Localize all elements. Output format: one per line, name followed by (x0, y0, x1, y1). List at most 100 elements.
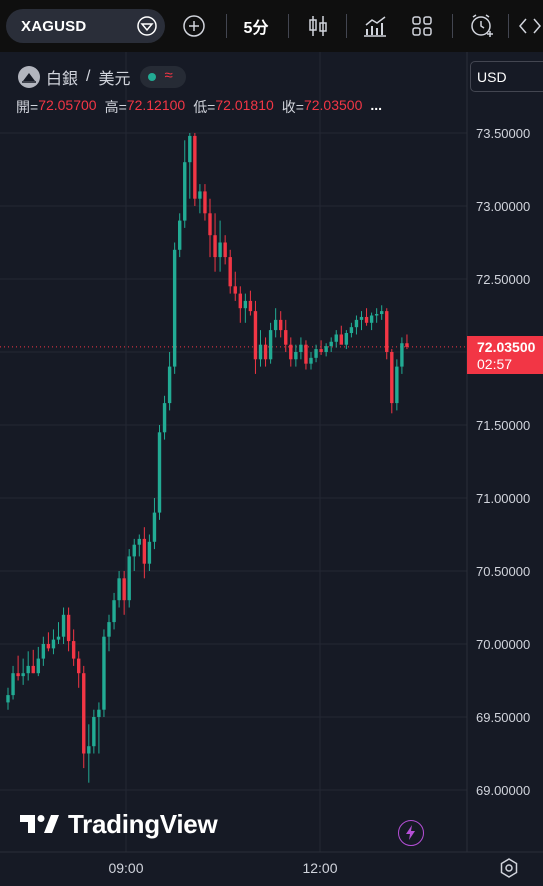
symbol-label: XAGUSD (21, 18, 87, 35)
add-compare-icon[interactable] (180, 12, 208, 40)
symbol-selector[interactable]: XAGUSD (6, 9, 165, 43)
candle-body (87, 746, 91, 754)
candle-body (36, 658, 40, 674)
x-axis-tick-label: 09:00 (108, 860, 143, 876)
y-axis-tick-label: 71.00000 (476, 491, 530, 506)
candle-body (400, 343, 404, 367)
close-value: 72.03500 (303, 97, 363, 113)
candle-body (198, 191, 202, 199)
candle-body (263, 344, 268, 360)
candle-body (223, 242, 227, 258)
last-price-tag: 72.03500 02:57 (467, 336, 543, 374)
candle-body (324, 346, 328, 352)
layouts-icon[interactable] (408, 12, 436, 40)
candle-body (193, 135, 197, 199)
candle-body (92, 717, 96, 747)
y-axis-tick-label: 69.50000 (476, 710, 530, 725)
market-open-dot-icon (148, 73, 157, 81)
legend-separator: / (86, 68, 91, 85)
candle-body (21, 673, 25, 677)
candle-body (258, 344, 263, 360)
indicators-icon[interactable] (360, 12, 390, 40)
collapse-icon[interactable] (517, 12, 543, 40)
candle-body (167, 366, 172, 404)
candle-body (51, 639, 56, 649)
candle-body (405, 343, 409, 347)
candle-body (248, 300, 253, 312)
bar-countdown: 02:57 (477, 356, 513, 372)
symbol-search-icon[interactable] (136, 16, 158, 36)
candle-body (16, 673, 20, 677)
close-label: 收= (281, 99, 304, 115)
y-axis-tick-label: 70.50000 (476, 564, 530, 579)
alert-icon[interactable] (466, 12, 498, 40)
candle-body (172, 249, 177, 367)
candle-body (218, 242, 222, 258)
candle-body (41, 644, 46, 659)
toolbar-divider (346, 14, 347, 38)
tradingview-logo[interactable]: TradingView (20, 808, 218, 840)
candle-body (238, 293, 242, 309)
candle-body (395, 366, 399, 404)
candle-body (349, 327, 354, 334)
price-chart[interactable]: 73.5000073.0000072.5000072.0000071.50000… (0, 52, 543, 886)
high-label: 高= (104, 99, 127, 115)
candle-body (188, 135, 192, 163)
candle-body (289, 344, 293, 360)
candle-body (364, 316, 369, 323)
market-status[interactable]: ≈ (140, 66, 187, 88)
legend-title: 白銀 / 美元 ≈ (18, 66, 187, 88)
candle-body (284, 330, 288, 345)
candle-body (233, 286, 237, 294)
candle-body (82, 673, 86, 754)
candle-body (31, 665, 35, 674)
candle-body (66, 614, 71, 642)
currency-selector[interactable]: USD (470, 61, 543, 92)
candle-body (6, 695, 10, 703)
candle-body (137, 538, 141, 545)
candle-body (132, 544, 136, 557)
toolbar-divider (508, 14, 509, 38)
ohlc-legend: 開= 72.05700 高= 72.12100 低= 72.01810 收= 72.03… (16, 97, 382, 117)
candle-body (147, 541, 152, 564)
top-toolbar: XAGUSD 5分 (0, 0, 543, 52)
candle-body (97, 709, 101, 717)
candle-body (279, 319, 283, 331)
candle-body (359, 316, 364, 320)
candle-body (162, 403, 167, 433)
currency-value: USD (477, 69, 507, 85)
candle-body (334, 334, 338, 342)
candle-body (127, 556, 131, 601)
toolbar-divider (226, 14, 227, 38)
candle-body (304, 344, 308, 364)
candle-body (11, 673, 15, 696)
candle-body (152, 512, 157, 542)
legend-symbol-name: 白銀 (46, 71, 79, 88)
y-axis-tick-label: 71.50000 (476, 418, 530, 433)
candle-body (56, 636, 61, 640)
candle-body (107, 622, 111, 637)
candle-body (142, 538, 147, 564)
y-axis-tick-label: 73.00000 (476, 199, 530, 214)
interval-button[interactable]: 5分 (243, 20, 269, 37)
candles-icon[interactable] (304, 12, 332, 40)
low-label: 低= (193, 99, 216, 115)
tv-logo-icon (20, 815, 59, 833)
settings-gear-icon[interactable] (498, 857, 520, 879)
lightning-icon[interactable] (398, 820, 424, 846)
open-label: 開= (16, 99, 39, 115)
candle-body (117, 578, 121, 601)
last-price-value: 72.03500 (477, 339, 536, 355)
legend-more[interactable]: ... (370, 97, 383, 113)
candle-body (385, 311, 389, 352)
y-axis-tick-label: 69.00000 (476, 783, 530, 798)
candle-body (380, 311, 384, 315)
open-value: 72.05700 (38, 97, 97, 113)
candle-body (183, 162, 187, 221)
candle-body (344, 333, 349, 345)
candle-body (77, 658, 81, 674)
y-axis-tick-label: 72.50000 (476, 272, 530, 287)
tradingview-wordmark: TradingView (68, 808, 218, 839)
y-axis-tick-label: 73.50000 (476, 126, 530, 141)
candle-body (319, 349, 323, 352)
